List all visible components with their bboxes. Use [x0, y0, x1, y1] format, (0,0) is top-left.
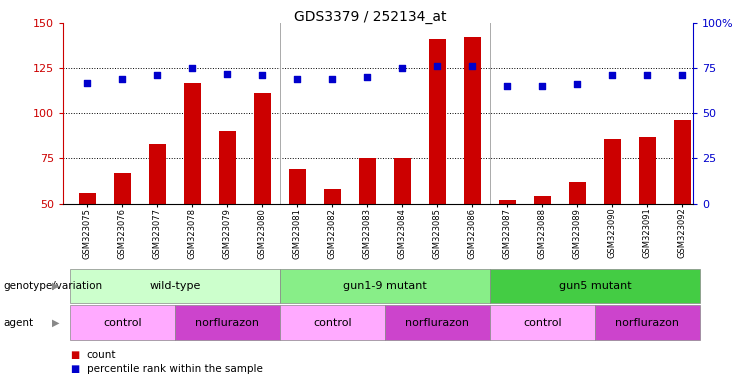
Bar — [219, 131, 236, 294]
Text: ▶: ▶ — [52, 318, 59, 328]
Text: control: control — [313, 318, 352, 328]
Point — [327, 76, 339, 82]
Point — [571, 81, 583, 88]
Bar — [674, 121, 691, 294]
Point — [642, 72, 654, 78]
Text: genotype/variation: genotype/variation — [4, 281, 103, 291]
Point — [82, 79, 93, 86]
Bar — [324, 189, 341, 294]
Point — [116, 76, 128, 82]
Bar — [149, 144, 166, 294]
Point — [431, 63, 443, 70]
Text: ▶: ▶ — [52, 281, 59, 291]
Point — [396, 65, 408, 71]
Point — [606, 72, 618, 78]
Point — [187, 65, 199, 71]
Point — [502, 83, 514, 89]
Text: GDS3379 / 252134_at: GDS3379 / 252134_at — [294, 10, 447, 23]
Bar — [359, 159, 376, 294]
Bar — [499, 200, 516, 294]
Bar — [604, 139, 621, 294]
Bar — [253, 93, 271, 294]
Text: ■: ■ — [70, 350, 79, 360]
Text: ■: ■ — [70, 364, 79, 374]
Bar — [79, 193, 96, 294]
Text: control: control — [523, 318, 562, 328]
Point — [536, 83, 548, 89]
Text: count: count — [87, 350, 116, 360]
Bar — [464, 38, 481, 294]
Bar — [289, 169, 306, 294]
Bar — [184, 83, 202, 294]
Point — [362, 74, 373, 80]
Text: wild-type: wild-type — [149, 281, 201, 291]
Bar — [113, 173, 131, 294]
Bar — [393, 159, 411, 294]
Point — [677, 72, 688, 78]
Point — [466, 63, 478, 70]
Point — [256, 72, 268, 78]
Bar — [534, 196, 551, 294]
Text: norflurazon: norflurazon — [196, 318, 259, 328]
Point — [291, 76, 303, 82]
Bar — [639, 137, 656, 294]
Bar — [568, 182, 586, 294]
Text: gun1-9 mutant: gun1-9 mutant — [343, 281, 427, 291]
Bar — [428, 39, 446, 294]
Text: control: control — [103, 318, 142, 328]
Text: norflurazon: norflurazon — [405, 318, 469, 328]
Point — [222, 71, 233, 77]
Point — [151, 72, 163, 78]
Text: gun5 mutant: gun5 mutant — [559, 281, 631, 291]
Text: percentile rank within the sample: percentile rank within the sample — [87, 364, 262, 374]
Text: agent: agent — [4, 318, 34, 328]
Text: norflurazon: norflurazon — [615, 318, 679, 328]
